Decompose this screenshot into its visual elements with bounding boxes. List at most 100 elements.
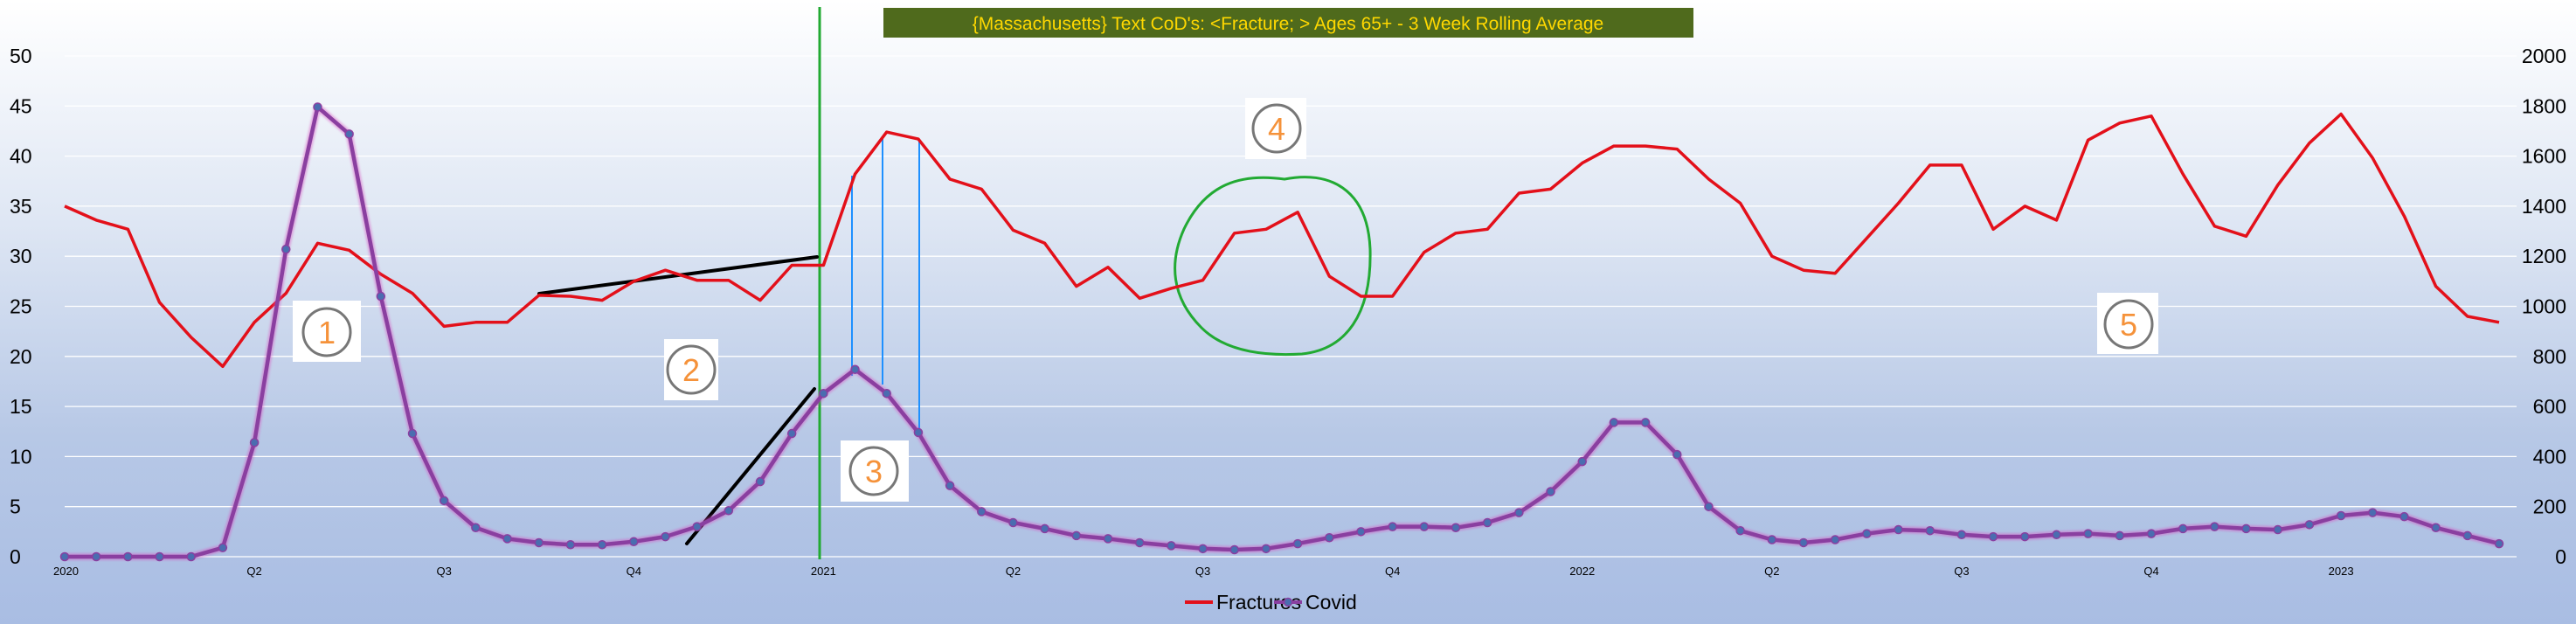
- data-point-covid: [1292, 538, 1303, 549]
- data-point-covid: [819, 388, 828, 399]
- data-point-covid: [313, 102, 322, 112]
- data-point-covid: [913, 427, 924, 438]
- data-point-covid: [1862, 529, 1872, 538]
- data-point-covid: [2494, 538, 2504, 549]
- data-point-covid: [661, 531, 670, 542]
- data-point-covid: [1388, 522, 1397, 531]
- x-tick-label: Q4: [2143, 565, 2158, 578]
- y-tick-label-left: 15: [10, 395, 32, 418]
- annotation-2: 2: [664, 339, 718, 400]
- y-tick-label-left: 50: [10, 45, 32, 67]
- data-point-covid: [1767, 535, 1777, 544]
- data-point-covid: [249, 438, 260, 447]
- data-point-covid: [471, 523, 481, 533]
- data-point-covid: [882, 388, 891, 399]
- x-tick-label: 2022: [1569, 565, 1595, 578]
- data-point-covid: [1134, 537, 1145, 548]
- data-point-covid: [1988, 531, 1998, 542]
- data-point-covid: [1482, 517, 1492, 528]
- data-point-covid: [2241, 523, 2251, 534]
- legend-item-covid: Covid: [1274, 591, 1357, 614]
- y-tick-label-right: 1200: [2522, 245, 2566, 267]
- series-line-fractures: [64, 112, 2500, 369]
- x-tick-label: Q3: [1954, 565, 1969, 578]
- data-point-covid: [2273, 524, 2282, 535]
- y-tick-label-right: 600: [2533, 395, 2566, 418]
- y-tick-label-right: 200: [2533, 496, 2566, 518]
- y-tick-label-right: 1400: [2522, 195, 2566, 218]
- data-point-covid: [1451, 523, 1461, 533]
- data-point-covid: [2462, 530, 2473, 541]
- data-point-covid: [1325, 532, 1334, 543]
- annotation-1-label: 1: [318, 315, 336, 350]
- data-point-covid: [439, 496, 449, 506]
- data-point-covid: [1040, 523, 1049, 534]
- y-tick-label-left: 20: [10, 345, 32, 368]
- annotation-4: 4: [1245, 98, 1306, 159]
- y-tick-label-right: 1000: [2522, 295, 2566, 318]
- annotation-3: 3: [841, 440, 909, 502]
- data-point-covid: [1735, 525, 1745, 536]
- data-point-covid: [1261, 544, 1271, 554]
- data-point-covid: [1956, 530, 1967, 540]
- data-point-covid: [1894, 524, 1903, 535]
- x-tick-label: Q4: [627, 565, 641, 578]
- data-point-covid: [218, 543, 228, 552]
- y-tick-label-right: 1600: [2522, 145, 2566, 168]
- data-point-covid: [1356, 527, 1366, 537]
- annotation-1: 1: [293, 301, 361, 362]
- y-tick-label-left: 0: [10, 545, 21, 568]
- y-tick-label-right: 400: [2533, 445, 2566, 468]
- data-point-covid: [1546, 487, 1555, 496]
- data-point-covid: [2146, 529, 2157, 538]
- x-tick-label: 2021: [811, 565, 836, 578]
- legend-label-covid: Covid: [1305, 591, 1357, 614]
- data-point-covid: [1640, 418, 1651, 427]
- x-tick-label: Q4: [1385, 565, 1400, 578]
- data-point-covid: [2336, 510, 2346, 521]
- data-point-covid: [186, 551, 196, 562]
- data-point-covid: [2083, 529, 2093, 538]
- data-point-covid: [755, 476, 765, 487]
- x-tick-label: Q3: [437, 565, 452, 578]
- data-point-covid: [2178, 523, 2188, 534]
- data-point-covid: [91, 551, 101, 562]
- x-tick-label: 2023: [2329, 565, 2354, 578]
- y-tick-label-left: 25: [10, 295, 32, 318]
- data-point-covid: [1577, 456, 1587, 467]
- data-point-covid: [2020, 531, 2030, 542]
- annotation-4-label: 4: [1268, 111, 1285, 147]
- x-axis: 2020 Q2 Q3 Q4 2021 Q2 Q3 Q4 2022 Q2 Q3 Q4 2023: [53, 565, 2354, 578]
- data-point-covid: [59, 551, 70, 562]
- data-point-covid: [1514, 508, 1524, 517]
- data-point-covid: [2399, 511, 2409, 522]
- data-point-covid: [2052, 530, 2061, 540]
- data-point-covid: [534, 537, 544, 548]
- y-tick-label-right: 1800: [2522, 94, 2566, 117]
- data-point-covid: [1071, 530, 1082, 541]
- highlight-circle: [1174, 176, 1372, 357]
- data-point-covid: [1008, 517, 1018, 528]
- y-tick-label-left: 40: [10, 145, 32, 168]
- data-point-covid: [565, 539, 576, 550]
- data-point-covid: [376, 291, 386, 302]
- y-tick-label-left: 5: [10, 496, 21, 518]
- y-tick-label-right: 2000: [2522, 45, 2566, 67]
- y-tick-label-left: 35: [10, 195, 32, 218]
- legend: Fractures Covid: [1185, 591, 1357, 614]
- y-tick-label-right: 800: [2533, 345, 2566, 368]
- data-point-covid: [977, 507, 987, 517]
- data-point-covid: [1419, 522, 1430, 531]
- data-point-covid: [1167, 541, 1176, 551]
- data-point-covid: [1830, 535, 1840, 544]
- data-point-covid: [1925, 525, 1935, 536]
- data-point-covid: [850, 364, 860, 374]
- x-tick-label: 2020: [53, 565, 79, 578]
- data-point-covid: [1798, 537, 1809, 548]
- data-point-covid: [1672, 449, 1682, 460]
- data-point-covid: [502, 534, 512, 544]
- data-point-covid: [1704, 502, 1714, 511]
- data-point-covid: [2304, 520, 2315, 530]
- data-point-covid: [155, 551, 164, 562]
